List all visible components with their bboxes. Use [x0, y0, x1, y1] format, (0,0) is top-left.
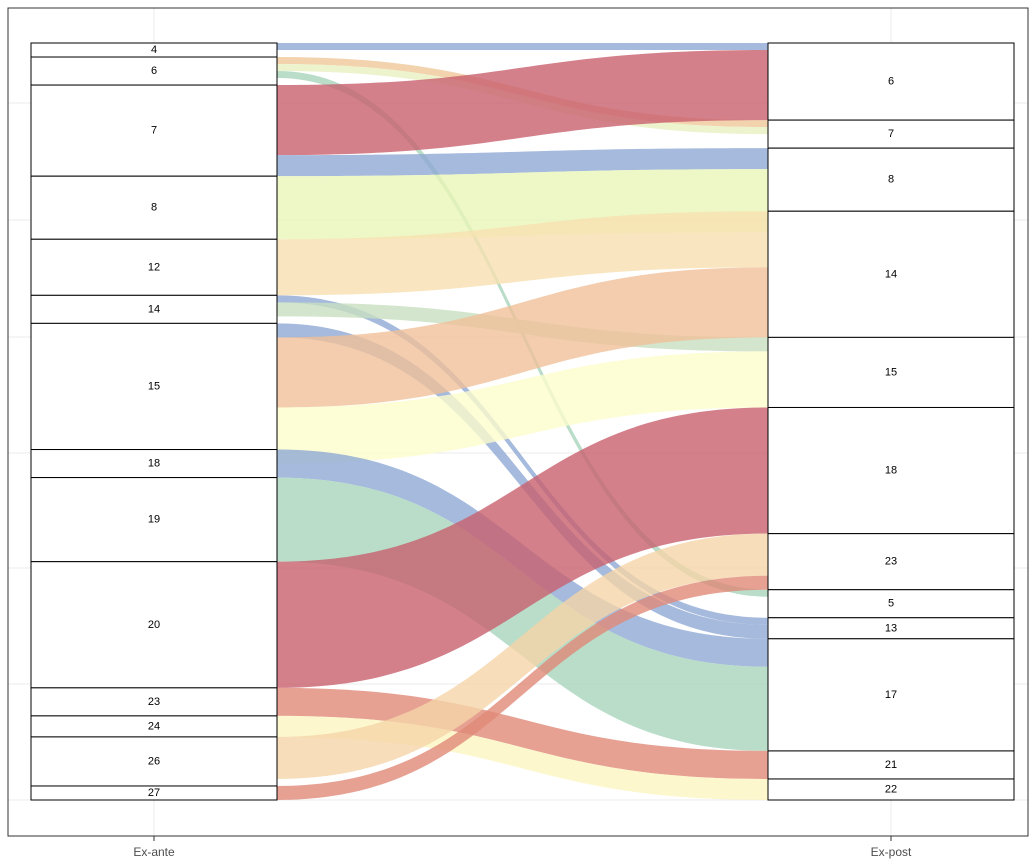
right-node-22: 22: [767, 778, 1015, 801]
right-node-label: 7: [888, 128, 894, 140]
left-node-label: 15: [148, 380, 160, 392]
right-node-box: [767, 533, 1015, 591]
flow-7-to-6: [277, 50, 768, 156]
right-node-box: [767, 778, 1015, 801]
left-node-box: [30, 175, 278, 240]
left-node-label: 6: [151, 65, 157, 77]
right-node-13: 13: [767, 617, 1015, 640]
flow-26-to-23: [277, 533, 768, 779]
flow-4-to-6: [277, 43, 768, 51]
panel-frame: [7, 7, 1029, 837]
right-node-label: 18: [885, 465, 897, 477]
right-node-label: 5: [888, 598, 894, 610]
right-node-box: [767, 750, 1015, 780]
left-node-4: 4: [30, 42, 278, 58]
right-node-18: 18: [767, 406, 1015, 535]
right-node-15: 15: [767, 336, 1015, 408]
left-node-label: 24: [148, 720, 160, 732]
left-node-label: 12: [148, 261, 160, 273]
flow-7-to-8: [277, 148, 768, 177]
left-node-box: [30, 84, 278, 177]
left-node-label: 14: [148, 303, 160, 315]
flow-15-to-13: [277, 323, 768, 639]
right-node-5: 5: [767, 589, 1015, 619]
left-node-27: 27: [30, 785, 278, 801]
left-node-box: [30, 561, 278, 689]
flow-15-to-14: [277, 267, 768, 408]
left-node-label: 27: [148, 787, 160, 799]
left-node-23: 23: [30, 687, 278, 717]
right-node-8: 8: [767, 147, 1015, 212]
right-node-label: 6: [888, 76, 894, 88]
left-node-box: [30, 238, 278, 296]
axis-label-ex-post: Ex-post: [871, 845, 912, 859]
left-node-8: 8: [30, 175, 278, 240]
left-node-19: 19: [30, 477, 278, 563]
left-node-label: 23: [148, 696, 160, 708]
flows-layer: [277, 43, 768, 800]
left-node-box: [30, 687, 278, 717]
left-node-18: 18: [30, 449, 278, 479]
flow-12-to-14: [277, 211, 768, 296]
right-node-label: 8: [888, 174, 894, 186]
left-node-24: 24: [30, 715, 278, 738]
left-node-box: [30, 56, 278, 86]
flow-20-to-18: [277, 407, 768, 688]
flow-27-to-23: [277, 575, 768, 800]
left-node-box: [30, 322, 278, 451]
flow-14-to-13: [277, 295, 768, 625]
right-node-label: 14: [885, 268, 897, 280]
flow-23-to-21: [277, 687, 768, 779]
right-node-box: [767, 638, 1015, 752]
left-node-label: 4: [151, 44, 157, 56]
left-node-box: [30, 736, 278, 787]
left-node-20: 20: [30, 561, 278, 689]
right-node-label: 17: [885, 689, 897, 701]
right-node-label: 13: [885, 622, 897, 634]
right-node-label: 23: [885, 556, 897, 568]
axis-label-ex-ante: Ex-ante: [133, 845, 175, 859]
right-node-label: 15: [885, 366, 897, 378]
right-node-17: 17: [767, 638, 1015, 752]
right-node-7: 7: [767, 119, 1015, 149]
left-node-label: 18: [148, 458, 160, 470]
right-node-14: 14: [767, 210, 1015, 338]
nodes-layer: 4 6 7 8 12 14 15 18 19 20 23 24 26 27 6 7 8 14 15 18 23 5 13 17…: [30, 42, 1015, 801]
right-node-box: [767, 210, 1015, 338]
left-node-label: 20: [148, 619, 160, 631]
left-node-label: 7: [151, 125, 157, 137]
left-node-6: 6: [30, 56, 278, 86]
left-node-label: 19: [148, 514, 160, 526]
right-node-label: 21: [885, 759, 897, 771]
left-node-label: 8: [151, 202, 157, 214]
right-node-23: 23: [767, 533, 1015, 591]
left-node-12: 12: [30, 238, 278, 296]
left-node-26: 26: [30, 736, 278, 787]
right-node-label: 22: [885, 783, 897, 795]
left-node-15: 15: [30, 322, 278, 451]
right-node-box: [767, 42, 1015, 121]
left-node-box: [30, 785, 278, 801]
right-node-box: [767, 589, 1015, 619]
left-node-7: 7: [30, 84, 278, 177]
left-node-14: 14: [30, 294, 278, 324]
left-node-label: 26: [148, 755, 160, 767]
flow-15-to-15: [277, 351, 768, 464]
right-node-21: 21: [767, 750, 1015, 780]
right-node-6: 6: [767, 42, 1015, 121]
x-axis: Ex-ante Ex-post: [133, 836, 912, 859]
right-node-box: [767, 147, 1015, 212]
right-node-box: [767, 406, 1015, 535]
